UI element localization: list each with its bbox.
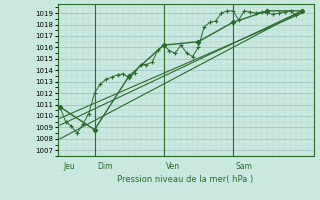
Text: Sam: Sam <box>235 162 252 171</box>
Text: Jeu: Jeu <box>63 162 75 171</box>
X-axis label: Pression niveau de la mer( hPa ): Pression niveau de la mer( hPa ) <box>117 175 254 184</box>
Text: Ven: Ven <box>166 162 180 171</box>
Text: Dim: Dim <box>97 162 112 171</box>
